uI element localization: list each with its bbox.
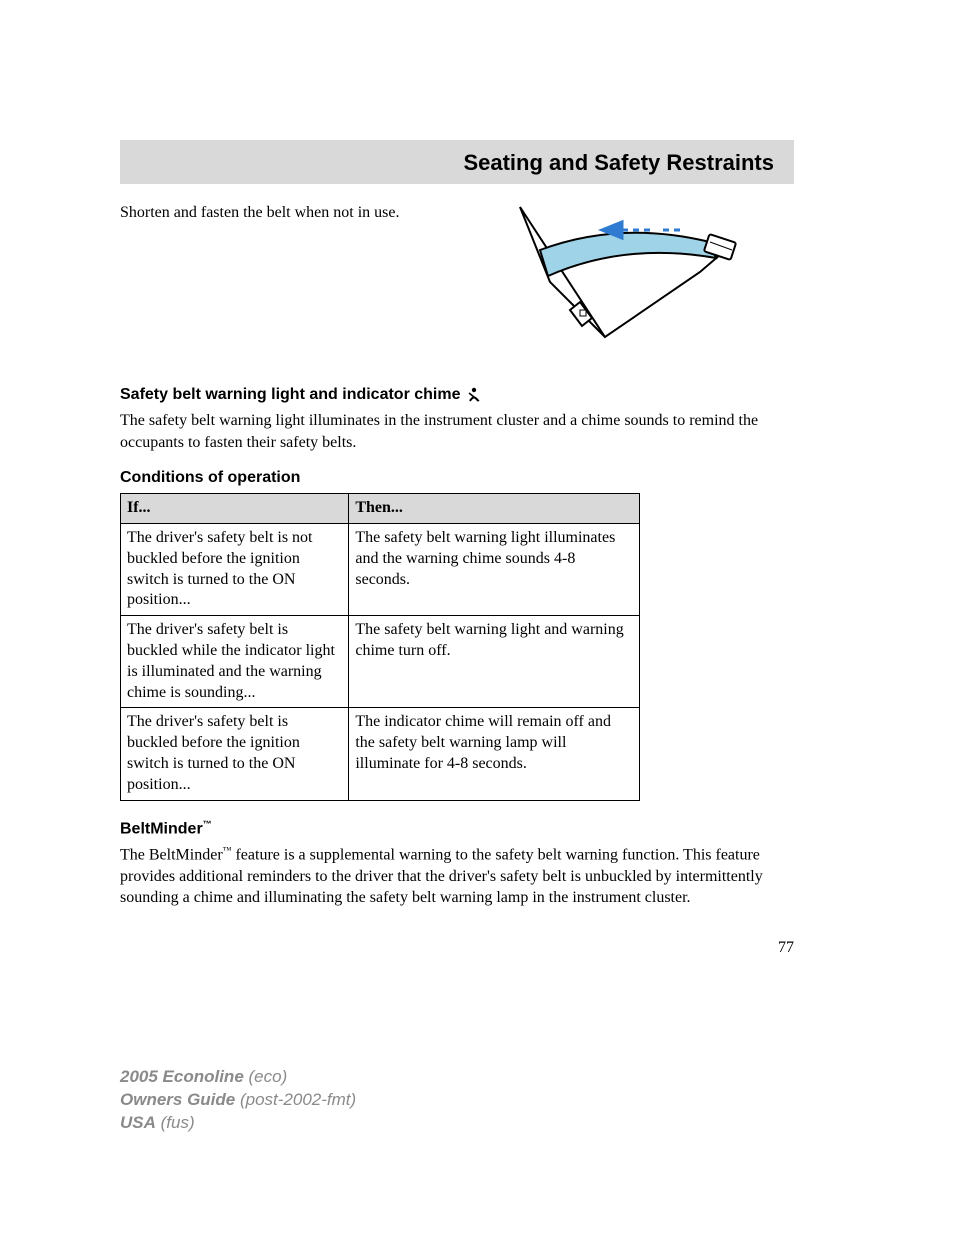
table-header-if: If...: [121, 494, 349, 524]
footer-line-1: 2005 Econoline (eco): [120, 1066, 356, 1089]
table-cell-if: The driver's safety belt is not buckled …: [121, 523, 349, 615]
footer-model-code: (eco): [244, 1067, 287, 1086]
trademark-symbol: ™: [203, 819, 212, 829]
table-cell-then: The indicator chime will remain off and …: [349, 708, 640, 800]
intro-text: Shorten and fasten the belt when not in …: [120, 202, 437, 224]
beltminder-heading: BeltMinder™: [120, 819, 794, 838]
page-number: 77: [120, 939, 794, 957]
table-cell-then: The safety belt warning light illuminate…: [349, 523, 640, 615]
footer-line-2: Owners Guide (post-2002-fmt): [120, 1089, 356, 1112]
beltminder-body: The BeltMinder™ feature is a supplementa…: [120, 844, 794, 909]
beltminder-heading-text: BeltMinder: [120, 820, 203, 837]
intro-row: Shorten and fasten the belt when not in …: [120, 202, 794, 362]
belt-diagram-container: [457, 202, 794, 362]
conditions-table: If... Then... The driver's safety belt i…: [120, 493, 640, 800]
table-header-then: Then...: [349, 494, 640, 524]
conditions-heading: Conditions of operation: [120, 469, 794, 487]
footer-guide-code: (post-2002-fmt): [235, 1090, 356, 1109]
footer-region: USA: [120, 1113, 156, 1132]
footer-line-3: USA (fus): [120, 1112, 356, 1135]
footer: 2005 Econoline (eco) Owners Guide (post-…: [120, 1066, 356, 1135]
table-header-row: If... Then...: [121, 494, 640, 524]
page: Seating and Safety Restraints Shorten an…: [0, 0, 954, 1235]
footer-guide: Owners Guide: [120, 1090, 235, 1109]
beltminder-body-prefix: The BeltMinder: [120, 846, 223, 863]
header-banner: Seating and Safety Restraints: [120, 140, 794, 184]
table-row: The driver's safety belt is buckled whil…: [121, 616, 640, 708]
table-row: The driver's safety belt is buckled befo…: [121, 708, 640, 800]
table-cell-if: The driver's safety belt is buckled befo…: [121, 708, 349, 800]
warning-heading: Safety belt warning light and indicator …: [120, 386, 794, 404]
belt-diagram: [510, 202, 740, 362]
table-row: The driver's safety belt is not buckled …: [121, 523, 640, 615]
warning-body: The safety belt warning light illuminate…: [120, 410, 794, 453]
footer-region-code: (fus): [156, 1113, 195, 1132]
page-title: Seating and Safety Restraints: [140, 150, 774, 176]
warning-heading-text: Safety belt warning light and indicator …: [120, 386, 461, 404]
seatbelt-icon: [467, 387, 481, 403]
footer-model: 2005 Econoline: [120, 1067, 244, 1086]
table-cell-if: The driver's safety belt is buckled whil…: [121, 616, 349, 708]
table-cell-then: The safety belt warning light and warnin…: [349, 616, 640, 708]
